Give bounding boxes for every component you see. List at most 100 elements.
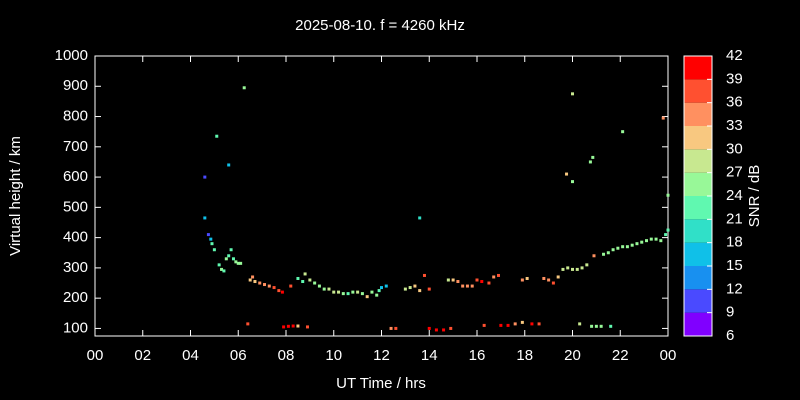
data-point <box>239 261 243 265</box>
data-point <box>480 280 484 284</box>
data-point <box>654 237 658 241</box>
data-point <box>621 130 625 134</box>
x-tick-label: 08 <box>278 347 295 364</box>
data-point <box>496 273 500 277</box>
data-point <box>242 86 246 90</box>
x-tick-label: 16 <box>469 347 486 364</box>
data-point <box>599 324 603 328</box>
colorbar-tick-label: 39 <box>726 70 743 87</box>
data-point <box>389 326 393 330</box>
data-point <box>251 275 255 279</box>
data-point <box>346 292 350 296</box>
colorbar-tick-label: 33 <box>726 117 743 134</box>
data-point <box>317 284 321 288</box>
data-point <box>542 276 546 280</box>
data-point <box>585 263 589 267</box>
data-point <box>556 275 560 279</box>
data-point <box>231 257 235 261</box>
data-point <box>296 324 300 328</box>
data-point <box>280 290 284 294</box>
x-tick-label: 18 <box>516 347 533 364</box>
data-point <box>561 267 565 271</box>
x-tick-label: 06 <box>230 347 247 364</box>
data-point <box>465 284 469 288</box>
data-point <box>571 92 574 96</box>
data-point <box>525 276 529 280</box>
x-tick-label: 20 <box>564 347 581 364</box>
colorbar-tick-label: 30 <box>726 140 743 157</box>
data-point <box>566 266 570 270</box>
data-point <box>234 260 238 264</box>
chart-title: 2025-08-10. f = 4260 kHz <box>295 17 465 34</box>
data-point <box>272 286 276 290</box>
data-point <box>365 295 369 299</box>
data-point <box>571 267 574 271</box>
data-point <box>291 324 295 328</box>
data-point <box>332 290 336 294</box>
colorbar-tick-label: 36 <box>726 94 743 111</box>
data-point <box>537 322 541 326</box>
data-point <box>209 237 213 241</box>
data-point <box>434 328 438 332</box>
y-tick-label: 200 <box>63 289 88 306</box>
data-point <box>591 155 595 159</box>
data-point <box>666 193 670 197</box>
colorbar-band <box>684 219 712 243</box>
data-point <box>530 322 534 326</box>
data-point <box>578 322 582 326</box>
data-point <box>664 233 668 237</box>
data-point <box>253 280 257 284</box>
data-point <box>499 323 503 327</box>
data-point <box>427 287 431 291</box>
colorbar-band <box>684 172 712 196</box>
colorbar-tick-label: 12 <box>726 280 743 297</box>
data-point <box>203 175 207 179</box>
data-point <box>580 266 584 270</box>
y-tick-label: 800 <box>63 108 88 125</box>
x-tick-label: 00 <box>87 347 104 364</box>
data-point <box>635 242 639 246</box>
data-point <box>301 280 305 284</box>
data-point <box>616 246 620 250</box>
data-point <box>258 281 262 285</box>
data-point <box>227 254 231 258</box>
data-point <box>606 251 610 255</box>
colorbar-band <box>684 312 712 336</box>
colorbar-tick-label: 15 <box>726 257 743 274</box>
data-point <box>594 324 598 328</box>
data-point <box>313 281 317 285</box>
data-point <box>327 287 331 291</box>
y-tick-label: 100 <box>63 319 88 336</box>
data-point <box>308 278 312 282</box>
data-point <box>482 323 486 327</box>
data-point <box>236 261 240 265</box>
data-point <box>217 263 221 267</box>
data-point <box>215 134 219 138</box>
data-point <box>630 243 634 247</box>
data-point <box>427 326 431 330</box>
data-point <box>461 284 465 288</box>
data-point <box>408 286 412 290</box>
y-tick-label: 400 <box>63 229 88 246</box>
x-tick-label: 14 <box>421 347 438 364</box>
data-point <box>449 326 453 330</box>
y-tick-label: 900 <box>63 77 88 94</box>
data-point <box>602 252 606 256</box>
data-point <box>661 116 665 120</box>
y-tick-label: 300 <box>63 259 88 276</box>
data-point <box>224 257 228 261</box>
x-tick-label: 10 <box>325 347 342 364</box>
data-point <box>384 284 388 288</box>
data-point <box>666 228 670 232</box>
data-point <box>282 325 286 329</box>
data-point <box>451 278 455 282</box>
colorbar-tick-label: 18 <box>726 234 743 251</box>
data-point <box>222 269 226 273</box>
data-point <box>551 281 555 285</box>
data-point <box>418 289 422 293</box>
data-point <box>588 160 592 164</box>
data-point <box>565 172 569 176</box>
data-point <box>422 273 426 277</box>
data-point <box>206 233 210 237</box>
